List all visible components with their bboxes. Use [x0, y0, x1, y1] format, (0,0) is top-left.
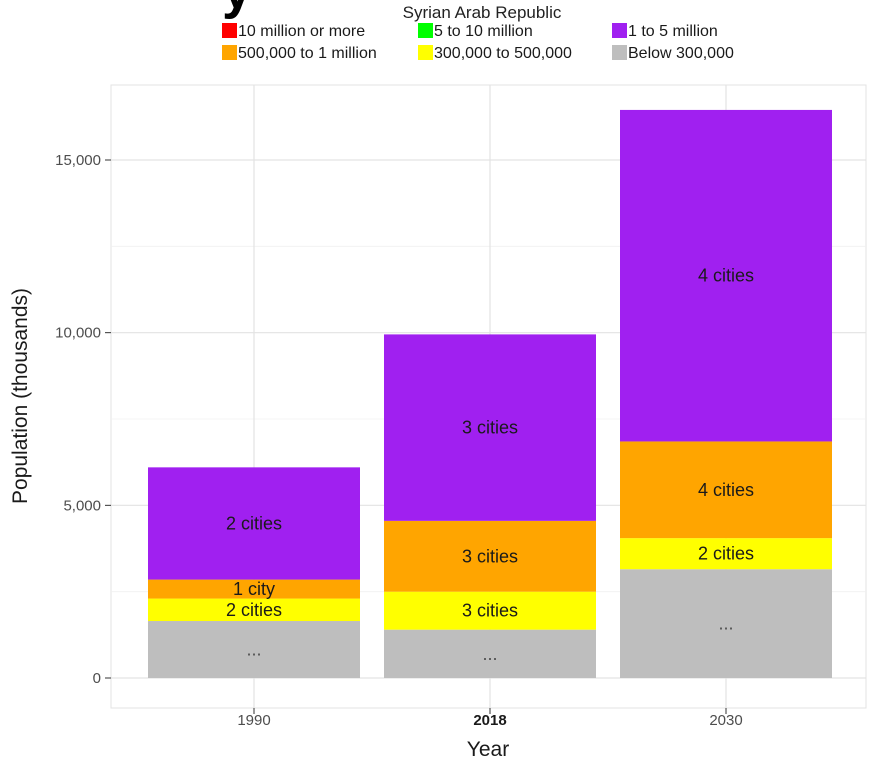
segment-label: 4 cities [698, 266, 754, 286]
legend-swatch-10-million-or-more [222, 23, 237, 38]
bar-2018-500-000-to-1-million [384, 520, 596, 592]
x-tick-label: 2018 [473, 712, 506, 729]
segment-label: ... [482, 644, 497, 664]
segment-label: 2 cities [226, 600, 282, 620]
bar-2018-300-000-to-500-000 [384, 591, 596, 630]
x-tick-label: 2030 [709, 712, 742, 729]
segment-label: 4 cities [698, 480, 754, 500]
segment-label: 2 cities [698, 544, 754, 564]
segment-label: 3 cities [462, 546, 518, 566]
x-axis: 1990 2018 2030 [237, 708, 743, 729]
bars [148, 109, 832, 678]
legend-label-1-to-5-million: 1 to 5 million [628, 23, 718, 40]
y-tick-label: 10,000 [55, 325, 101, 342]
legend-swatch-below-300-000 [612, 45, 627, 60]
legend-swatch-5-to-10-million [418, 23, 433, 38]
y-axis: 0 5,000 10,000 15,000 [55, 152, 111, 687]
bar-1990-300-000-to-500-000 [148, 598, 360, 622]
legend-swatch-1-to-5-million [612, 23, 627, 38]
x-axis-title: Year [467, 738, 509, 761]
segment-label: ... [246, 640, 261, 660]
bar-2030-500-000-to-1-million [620, 441, 832, 539]
legend-label-300-000-to-500-000: 300,000 to 500,000 [434, 45, 572, 62]
y-tick-label: 5,000 [63, 497, 101, 514]
segment-label: 1 city [233, 579, 275, 599]
bar-2018-1-to-5-million [384, 334, 596, 521]
legend-swatch-500-000-to-1-million [222, 45, 237, 60]
bar-1990-below-300-000 [148, 621, 360, 678]
bar-2030-below-300-000 [620, 569, 832, 678]
legend: 10 million or more 5 to 10 million 1 to 5 … [222, 23, 734, 62]
segment-label: 3 cities [462, 601, 518, 621]
segment-label: 3 cities [462, 418, 518, 438]
legend-label-5-to-10-million: 5 to 10 million [434, 23, 533, 40]
x-tick-label: 1990 [237, 712, 270, 729]
bar-1990-500-000-to-1-million [148, 579, 360, 599]
y-tick-label: 0 [93, 670, 101, 687]
bar-2030-1-to-5-million [620, 109, 832, 442]
legend-swatch-300-000-to-500-000 [418, 45, 433, 60]
legend-label-below-300-000: Below 300,000 [628, 45, 734, 62]
y-tick-label: 15,000 [55, 152, 101, 169]
segment-label: ... [718, 614, 733, 634]
bar-2030-300-000-to-500-000 [620, 538, 832, 570]
chart-subtitle: Syrian Arab Republic [403, 3, 562, 22]
bar-2018-below-300-000 [384, 629, 596, 678]
bar-1990-1-to-5-million [148, 467, 360, 580]
legend-label-500-000-to-1-million: 500,000 to 1 million [238, 45, 377, 62]
y-axis-title: Population (thousands) [9, 288, 32, 504]
segment-label: 2 cities [226, 513, 282, 533]
big-title: y [222, 0, 252, 20]
legend-label-10-million-or-more: 10 million or more [238, 23, 365, 40]
